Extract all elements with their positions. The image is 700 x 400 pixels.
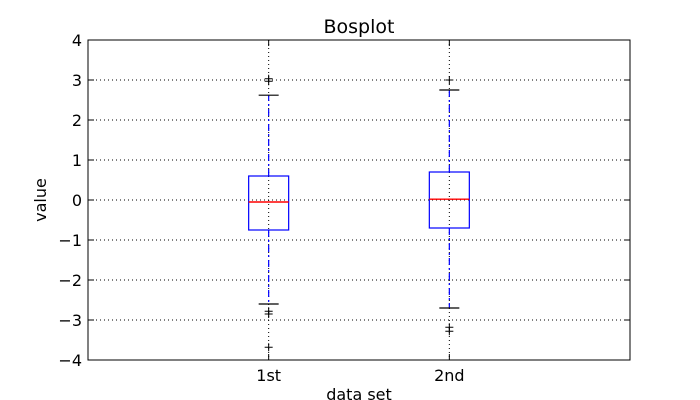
x-tick-label: 1st: [256, 366, 281, 385]
x-axis-title: data set: [326, 385, 392, 400]
box-iqr: [248, 175, 290, 231]
x-tick-label: 2nd: [434, 366, 464, 385]
outlier-point: [445, 76, 454, 84]
y-tick-label: 3: [72, 71, 82, 90]
outlier-point: [264, 74, 273, 83]
y-tick-label: 0: [72, 191, 82, 210]
y-tick-label: 2: [72, 111, 82, 130]
y-tick-label: −1: [58, 231, 82, 250]
y-tick-label: −4: [58, 351, 82, 370]
outlier-point: [264, 343, 273, 352]
outlier-point: [445, 327, 454, 336]
plot-frame: [87, 39, 631, 361]
y-tick-label: 1: [72, 151, 82, 170]
y-tick-label: 4: [72, 31, 82, 50]
outlier-point: [264, 310, 273, 318]
box-iqr: [428, 171, 470, 229]
y-axis-title: value: [31, 178, 50, 222]
y-tick-label: −2: [58, 271, 82, 290]
chart-title: Bosplot: [324, 16, 395, 38]
y-tick-label: −3: [58, 311, 82, 330]
